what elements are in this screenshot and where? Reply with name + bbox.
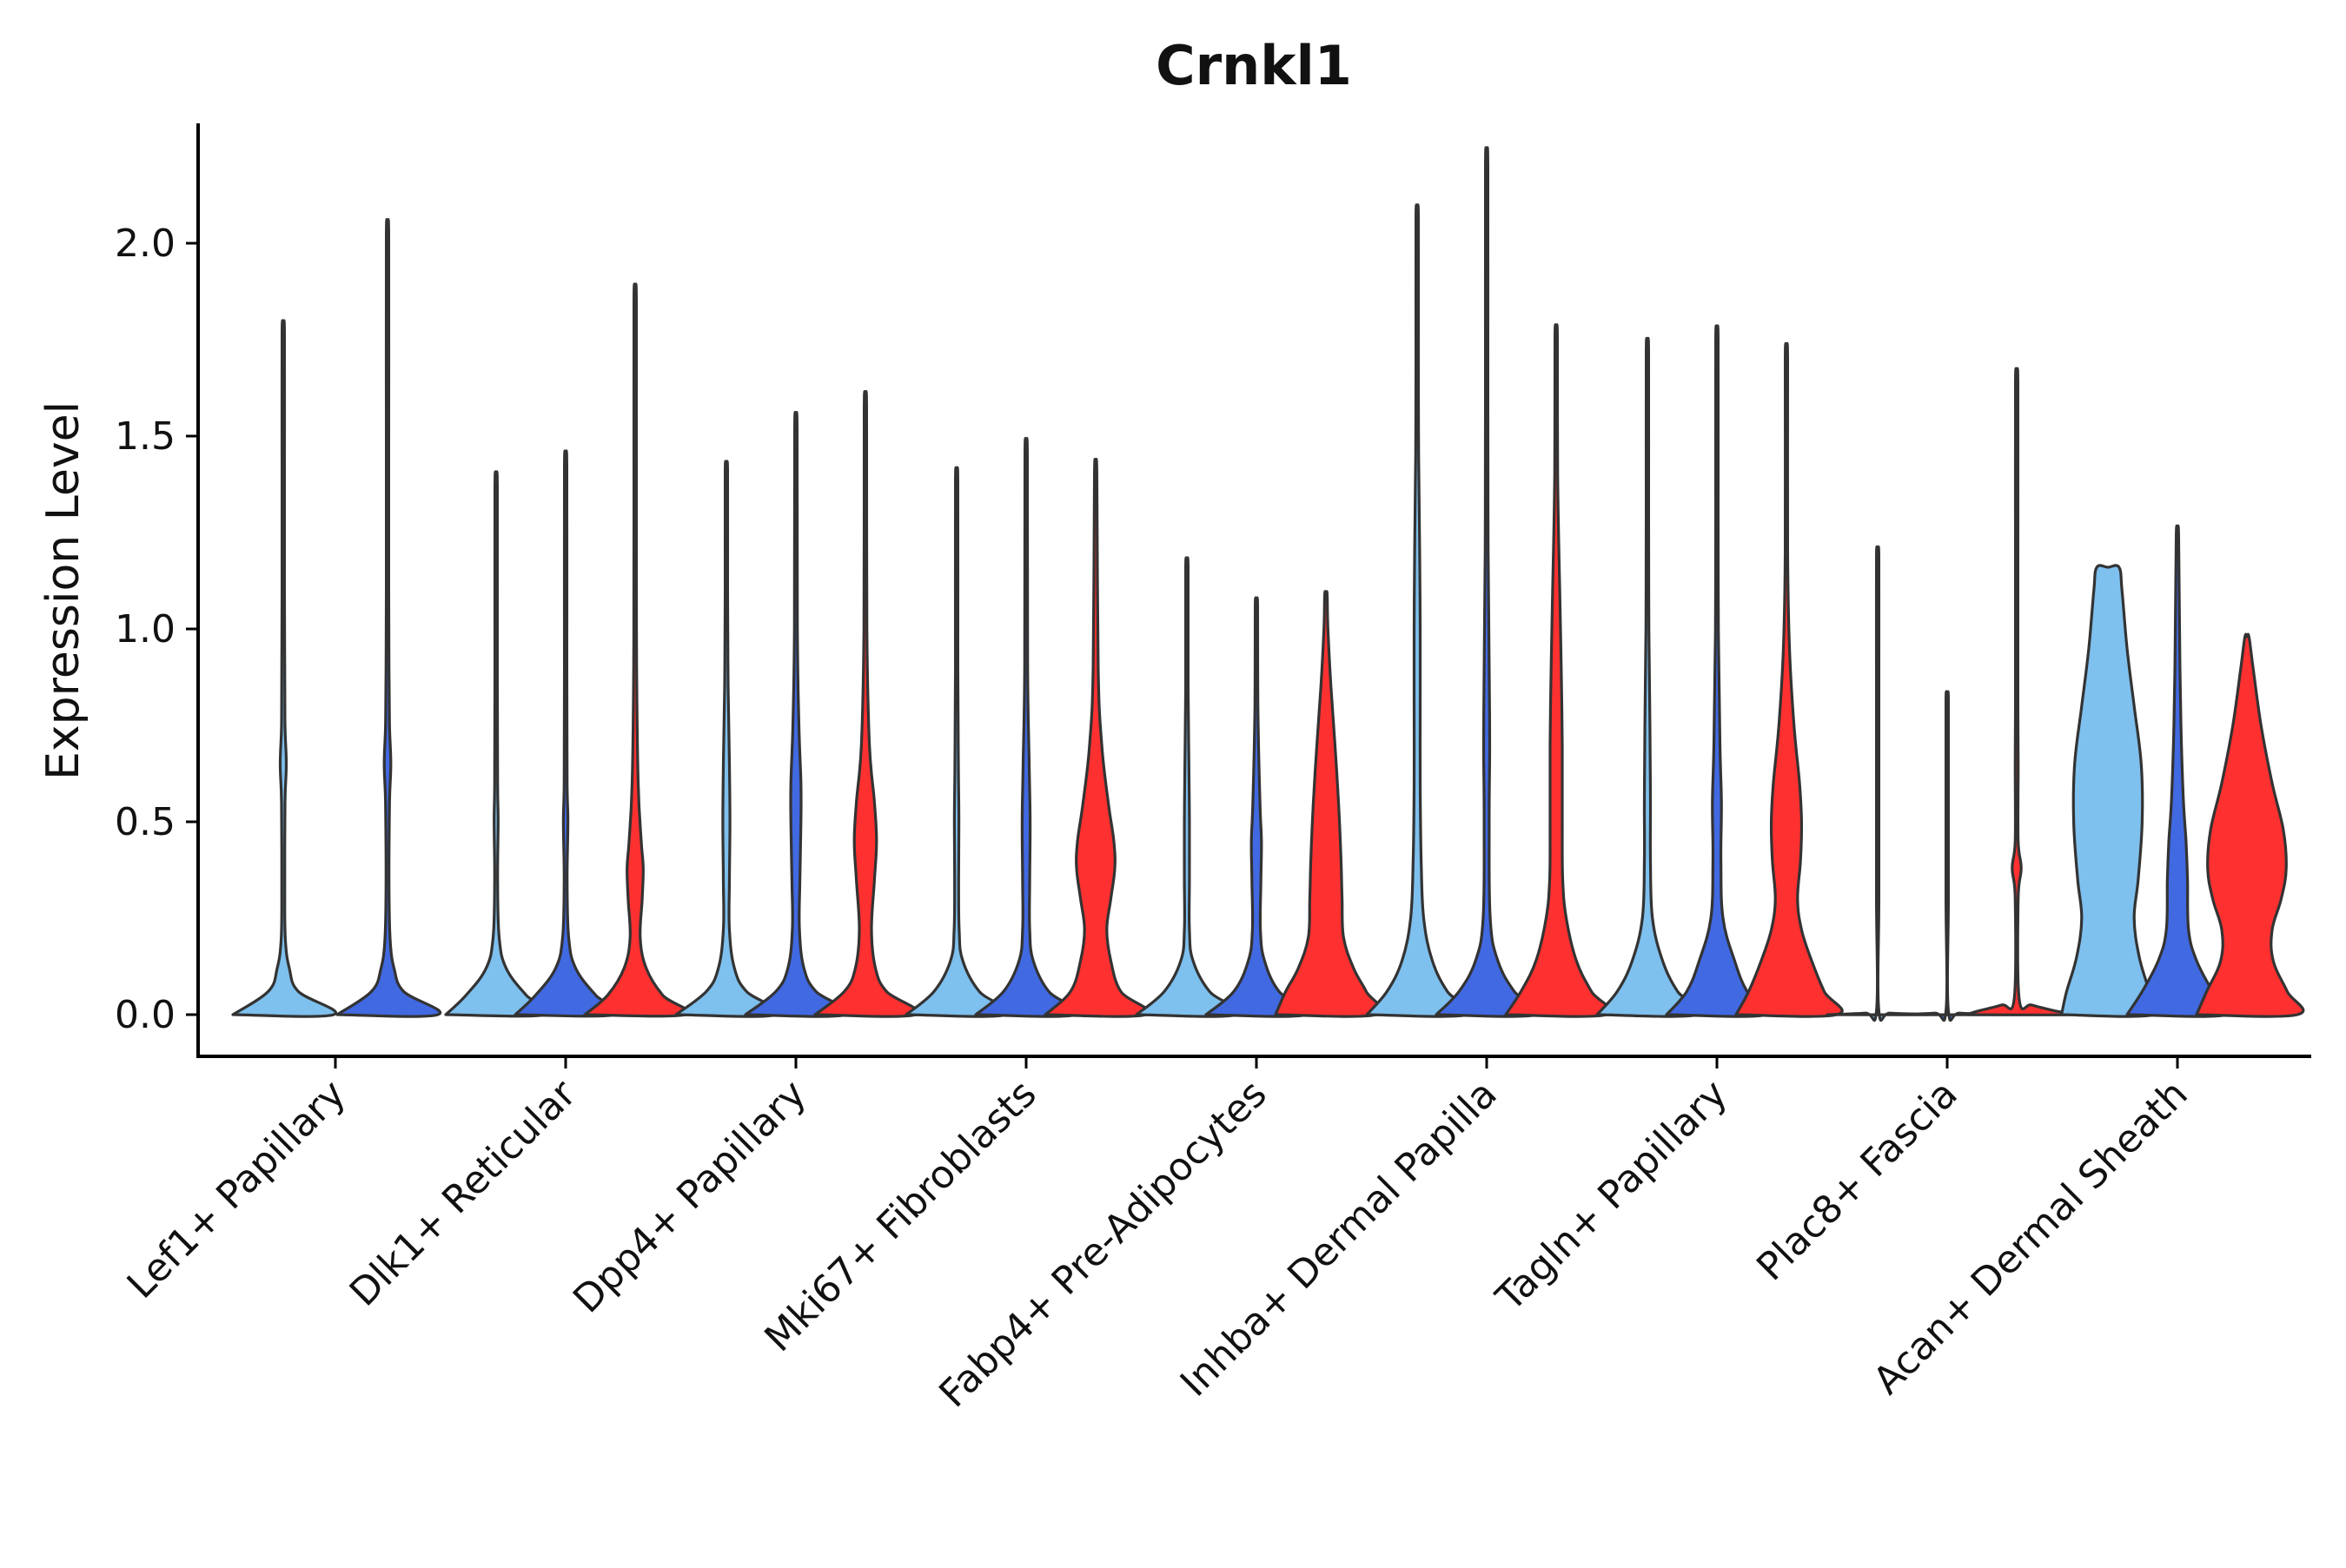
violin-group-3 xyxy=(583,282,691,1018)
chart-title: Crnkl1 xyxy=(1156,34,1352,97)
y-axis-label: Expression Level xyxy=(37,401,89,780)
y-tick-label: 0.5 xyxy=(115,800,176,844)
violin-group-2 xyxy=(974,437,1081,1018)
violin-group-1 xyxy=(1365,203,1474,1018)
violin-group-3 xyxy=(1044,458,1151,1018)
x-tick-label: Plac8+ Fascia xyxy=(1748,1072,1966,1290)
y-tick-label: 0.0 xyxy=(115,993,176,1037)
y-tick-label: 2.0 xyxy=(115,222,176,266)
violin-layer xyxy=(231,146,2305,1022)
y-tick-label: 1.0 xyxy=(115,607,176,652)
violin-group-1 xyxy=(1826,545,1932,1022)
violin-group-3 xyxy=(1504,323,1614,1018)
violin-group-3 xyxy=(1734,341,1844,1018)
violin-group-2 xyxy=(1665,324,1773,1018)
violin-group-3 xyxy=(1274,590,1384,1018)
violin-group-2 xyxy=(514,449,622,1018)
violin-group-1 xyxy=(674,460,781,1018)
violin-group-1 xyxy=(2060,564,2163,1018)
violin-group-1 xyxy=(444,470,553,1018)
violin-group-2 xyxy=(744,411,851,1018)
x-tick-label: Dlk1+ Reticular xyxy=(341,1071,586,1315)
y-tick-label: 1.5 xyxy=(115,414,176,459)
violin-group-1 xyxy=(1135,556,1242,1018)
violin-group-3 xyxy=(813,390,920,1018)
violin-group-2 xyxy=(1435,146,1542,1018)
x-tick-label: Lef1+ Papillary xyxy=(119,1072,355,1307)
violin-group-1 xyxy=(905,466,1011,1018)
x-tick-label: Dpp4+ Papillary xyxy=(565,1072,815,1322)
violin-group-2 xyxy=(1895,690,2001,1022)
violin-group-3 xyxy=(1965,367,2075,1016)
x-tick-label: Tagln+ Papillary xyxy=(1488,1072,1736,1320)
violin-group-3 xyxy=(2195,632,2305,1018)
violin-group-1 xyxy=(231,319,338,1018)
violin-group-2 xyxy=(1204,596,1311,1018)
y-ticks: 0.0 0.5 1.0 1.5 2.0 xyxy=(115,222,198,1037)
axes xyxy=(196,123,2311,1058)
violin-group-1 xyxy=(1595,336,1704,1018)
violin-group-2 xyxy=(2125,524,2235,1018)
violin-group-2 xyxy=(335,218,442,1018)
